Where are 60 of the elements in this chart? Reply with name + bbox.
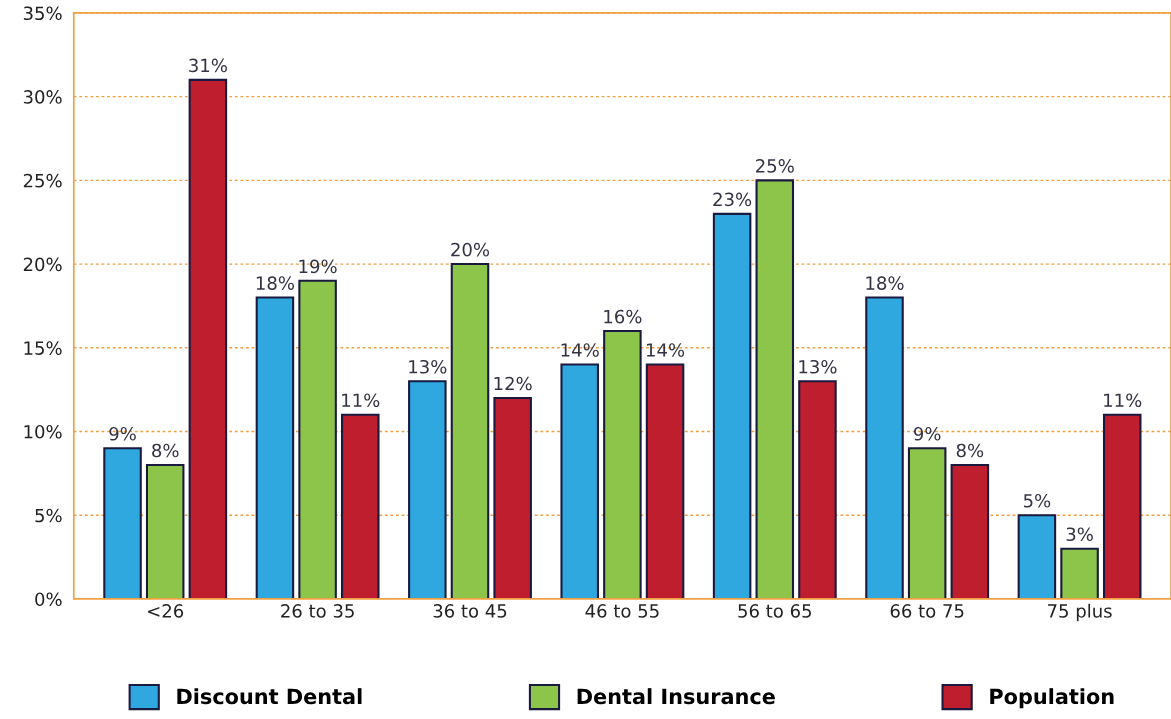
y-tick-label: 10%	[24, 424, 62, 439]
y-tick-label: 5%	[35, 508, 62, 523]
x-tick-label: 56 to 65	[738, 604, 811, 618]
bar	[255, 296, 295, 599]
data-label: 31%	[189, 58, 227, 73]
data-label: 12%	[494, 376, 532, 391]
bar	[1102, 413, 1142, 599]
bar	[560, 363, 599, 599]
legend-label: Discount Dental	[177, 688, 362, 705]
legend-label: Population	[990, 688, 1114, 709]
data-label: 13%	[409, 359, 447, 374]
data-label: 18%	[256, 276, 294, 290]
data-label: 9%	[913, 426, 941, 441]
data-label: 13%	[799, 359, 837, 374]
bar	[188, 78, 228, 599]
bar	[907, 447, 947, 599]
bar	[408, 380, 447, 599]
data-label: 8%	[152, 443, 179, 458]
bar	[712, 212, 752, 599]
data-label: 18%	[866, 276, 904, 290]
bar	[645, 363, 685, 599]
data-label: 14%	[646, 343, 685, 357]
x-tick-label: 46 to 55	[585, 604, 659, 618]
data-label: 19%	[299, 259, 337, 274]
legend-label: Dental Insurance	[577, 688, 775, 705]
x-tick-label: 26 to 35	[281, 604, 354, 618]
y-tick-label: 20%	[23, 257, 62, 272]
x-tick-label: 75 plus	[1048, 603, 1112, 622]
bar	[798, 380, 837, 599]
data-label: 9%	[109, 426, 136, 441]
data-label: 8%	[956, 443, 984, 458]
bar	[1060, 547, 1099, 599]
y-tick-label: 0%	[35, 592, 62, 607]
y-tick-label: 30%	[23, 90, 62, 104]
bar	[145, 463, 185, 599]
bar	[865, 296, 904, 599]
data-label: 14%	[561, 343, 599, 357]
bar	[298, 279, 337, 599]
bar	[1017, 514, 1057, 599]
bar	[493, 396, 532, 599]
data-label: 16%	[604, 309, 642, 324]
y-tick-label: 35%	[23, 6, 62, 21]
data-label: 3%	[1066, 527, 1093, 542]
y-tick-label: 25%	[23, 173, 62, 188]
data-label: 11%	[342, 393, 380, 408]
x-tick-label: 66 to 75	[890, 604, 964, 618]
x-tick-label: 36 to 45	[433, 604, 507, 618]
bar	[341, 413, 380, 599]
bar	[755, 179, 795, 599]
bar	[450, 263, 490, 599]
x-tick-label: <26	[148, 604, 184, 618]
data-label: 23%	[713, 192, 752, 207]
bar	[950, 463, 990, 599]
y-tick-label: 15%	[24, 341, 62, 355]
data-label: 5%	[1023, 493, 1051, 508]
data-label: 11%	[1104, 393, 1142, 408]
data-label: 20%	[451, 242, 490, 257]
bar	[103, 447, 142, 599]
bar	[603, 330, 642, 599]
data-label: 25%	[756, 159, 794, 173]
